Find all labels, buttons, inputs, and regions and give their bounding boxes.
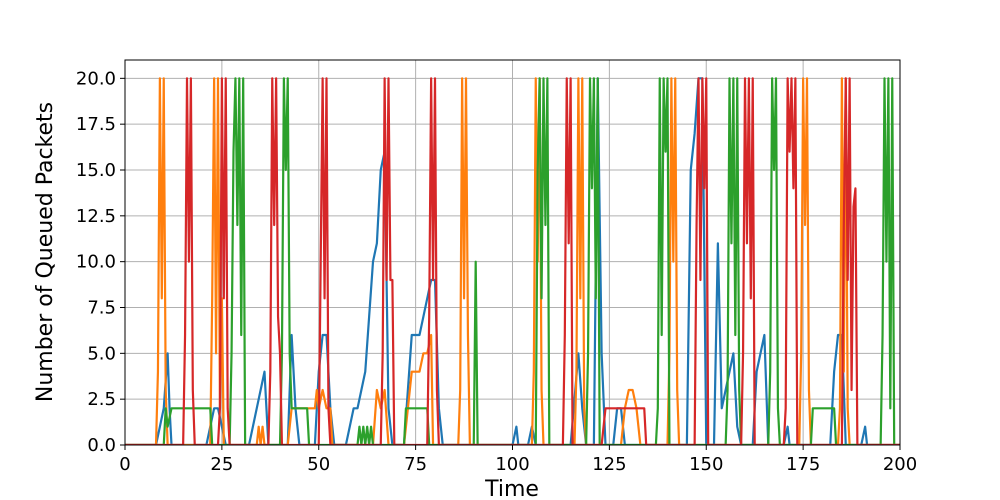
x-tick-label: 150	[689, 454, 723, 475]
x-tick-label: 125	[592, 454, 626, 475]
y-tick-label: 5.0	[87, 343, 116, 364]
series-line-2	[125, 77, 900, 445]
y-tick-label: 20.0	[76, 68, 116, 89]
x-tick-label: 75	[404, 454, 427, 475]
y-tick-label: 0.0	[87, 435, 116, 456]
series-layer	[125, 77, 900, 445]
ticks: 0 25 50 75 100 125 150 175 200 0.0 2.5 5.0 7.5 10.0 12…	[76, 68, 917, 475]
series-line-3	[125, 77, 900, 445]
series-line-1	[125, 77, 900, 445]
x-tick-label: 50	[307, 454, 330, 475]
x-tick-label: 175	[786, 454, 820, 475]
y-tick-label: 12.5	[76, 206, 116, 227]
y-tick-label: 17.5	[76, 114, 116, 135]
y-tick-label: 15.0	[76, 160, 116, 181]
x-tick-label: 0	[119, 454, 130, 475]
y-tick-label: 7.5	[87, 298, 116, 319]
y-tick-label: 2.5	[87, 389, 116, 410]
y-axis-title: Number of Queued Packets	[33, 102, 58, 402]
x-tick-label: 25	[210, 454, 233, 475]
x-axis-title: Time	[484, 477, 539, 500]
series-line-4	[125, 77, 900, 445]
x-tick-label: 100	[495, 454, 529, 475]
x-tick-label: 200	[883, 454, 917, 475]
y-tick-label: 10.0	[76, 252, 116, 273]
